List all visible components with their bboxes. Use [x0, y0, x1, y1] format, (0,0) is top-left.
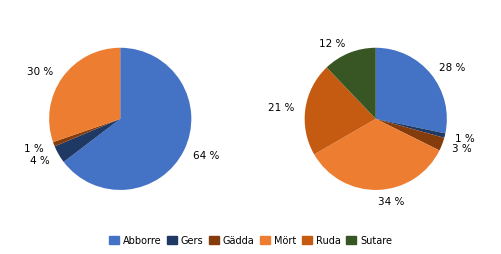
Text: 64 %: 64 %: [193, 151, 220, 161]
Wedge shape: [49, 49, 120, 142]
Legend: Abborre, Gers, Gädda, Mört, Ruda, Sutare: Abborre, Gers, Gädda, Mört, Ruda, Sutare: [105, 231, 396, 249]
Wedge shape: [305, 68, 376, 155]
Text: 21 %: 21 %: [269, 103, 295, 113]
Text: 4 %: 4 %: [30, 155, 50, 165]
Wedge shape: [55, 119, 120, 162]
Wedge shape: [53, 119, 120, 147]
Text: 28 %: 28 %: [439, 63, 465, 73]
Text: 34 %: 34 %: [378, 196, 405, 206]
Wedge shape: [314, 119, 439, 190]
Text: 1 %: 1 %: [455, 134, 475, 144]
Text: 30 %: 30 %: [28, 67, 54, 77]
Wedge shape: [376, 119, 444, 151]
Text: 3 %: 3 %: [452, 144, 472, 153]
Wedge shape: [376, 119, 445, 138]
Wedge shape: [327, 49, 376, 119]
Text: 12 %: 12 %: [319, 39, 345, 49]
Wedge shape: [64, 49, 191, 190]
Wedge shape: [376, 49, 447, 134]
Text: 1 %: 1 %: [24, 144, 44, 153]
